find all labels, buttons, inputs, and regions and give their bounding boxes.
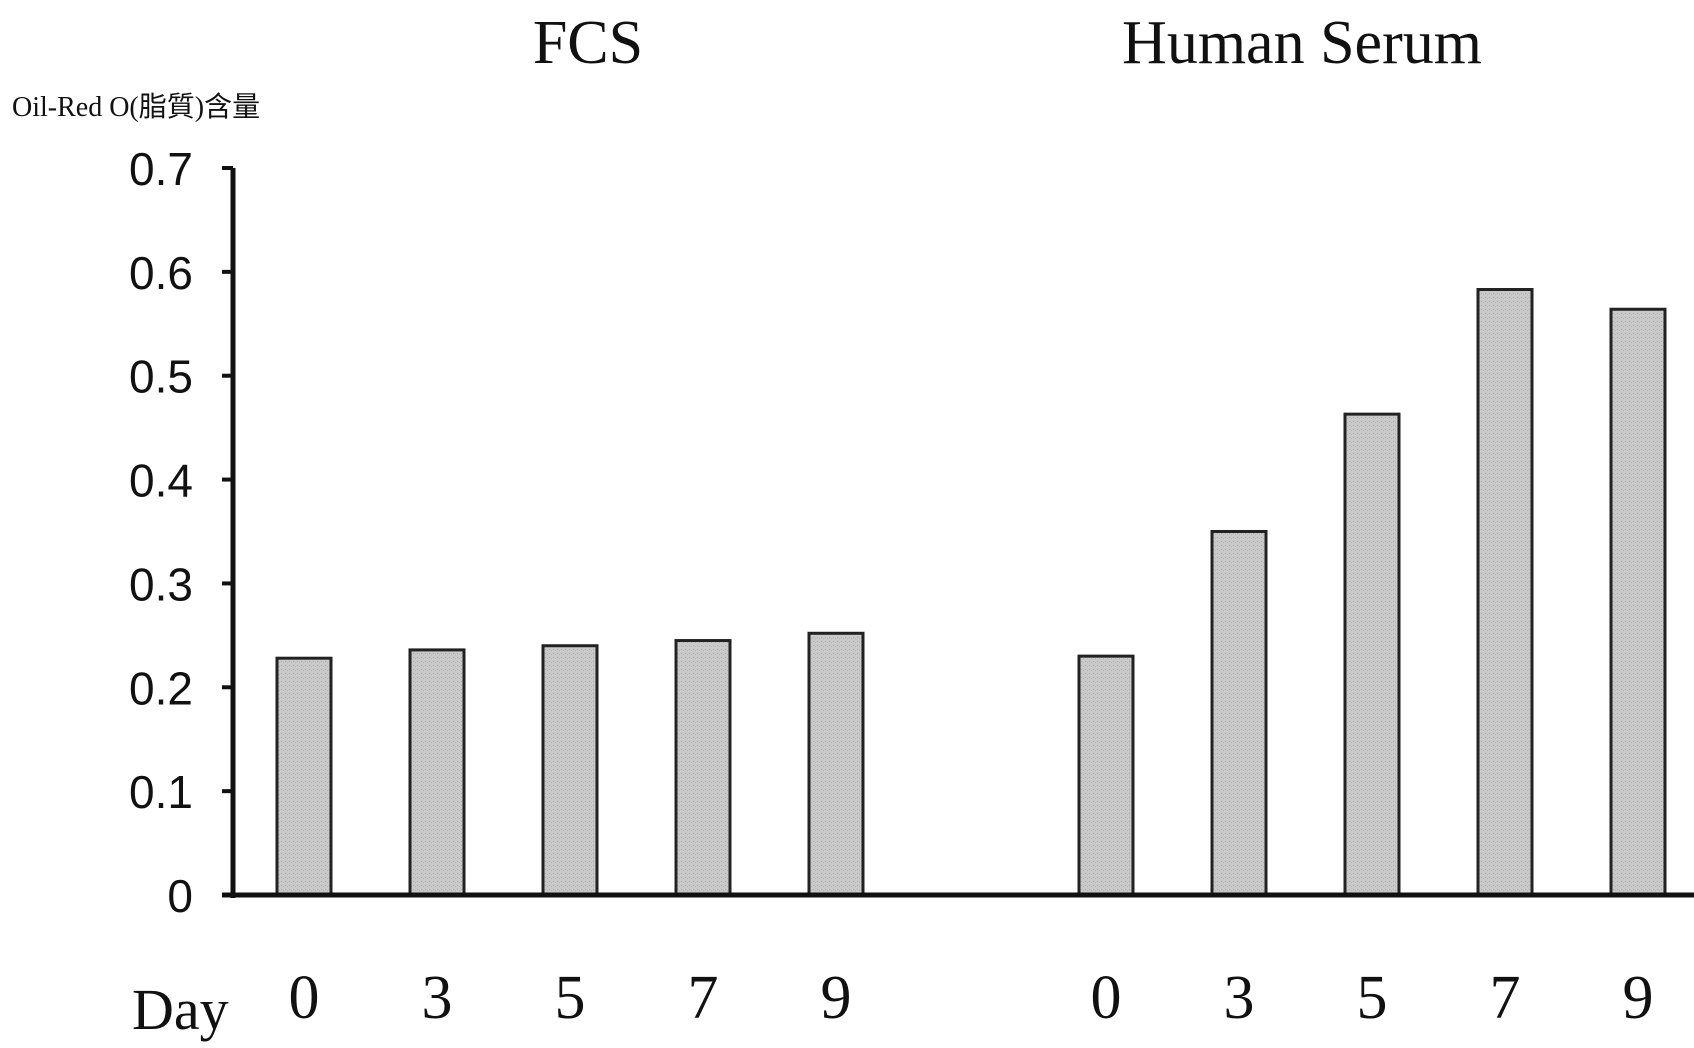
x-axis-label: Day — [132, 977, 229, 1042]
x-tick-label: 3 — [422, 964, 453, 1032]
bar-fcs-day-3 — [408, 648, 466, 897]
x-tick-label: 7 — [1490, 964, 1521, 1032]
y-tick-label: 0.4 — [129, 455, 193, 507]
bar-human-serum-day-7 — [1476, 288, 1534, 897]
x-tick-label: 5 — [555, 964, 586, 1032]
y-tick-label: 0.5 — [129, 351, 193, 403]
y-tick-label: 0.1 — [129, 766, 193, 818]
bar-fcs-day-7 — [674, 639, 732, 897]
y-tick-label: 0.7 — [129, 143, 193, 195]
bar-human-serum-day-9 — [1609, 307, 1667, 897]
x-tick-label: 9 — [821, 964, 852, 1032]
bar-fcs-day-0 — [275, 656, 333, 897]
bar-fcs-day-5 — [541, 644, 599, 897]
group-title-fcs: FCS — [533, 9, 643, 77]
x-tick-label: 9 — [1623, 964, 1654, 1032]
y-axis-label: Oil-Red O(脂質)含量 — [12, 91, 260, 123]
y-tick-label: 0.6 — [129, 247, 193, 299]
x-tick-label: 3 — [1224, 964, 1255, 1032]
x-axis-tick-labels: 0 3 5 7 9 0 3 5 7 9 — [289, 964, 1654, 1032]
bar-human-serum-day-0 — [1077, 654, 1135, 897]
bars — [275, 288, 1667, 897]
x-tick-label: 0 — [289, 964, 320, 1032]
x-tick-label: 7 — [688, 964, 719, 1032]
y-tick-label: 0.3 — [129, 558, 193, 610]
x-tick-label: 0 — [1091, 964, 1122, 1032]
y-axis-ticks: 0 0.1 0.2 0.3 0.4 0.5 0.6 0.7 — [129, 143, 233, 922]
y-tick-label: 0.2 — [129, 662, 193, 714]
bar-human-serum-day-3 — [1210, 530, 1268, 897]
bar-fcs-day-9 — [807, 631, 865, 897]
y-tick-label: 0 — [167, 870, 193, 922]
bar-human-serum-day-5 — [1343, 412, 1401, 897]
x-tick-label: 5 — [1357, 964, 1388, 1032]
group-title-human-serum: Human Serum — [1122, 9, 1482, 77]
